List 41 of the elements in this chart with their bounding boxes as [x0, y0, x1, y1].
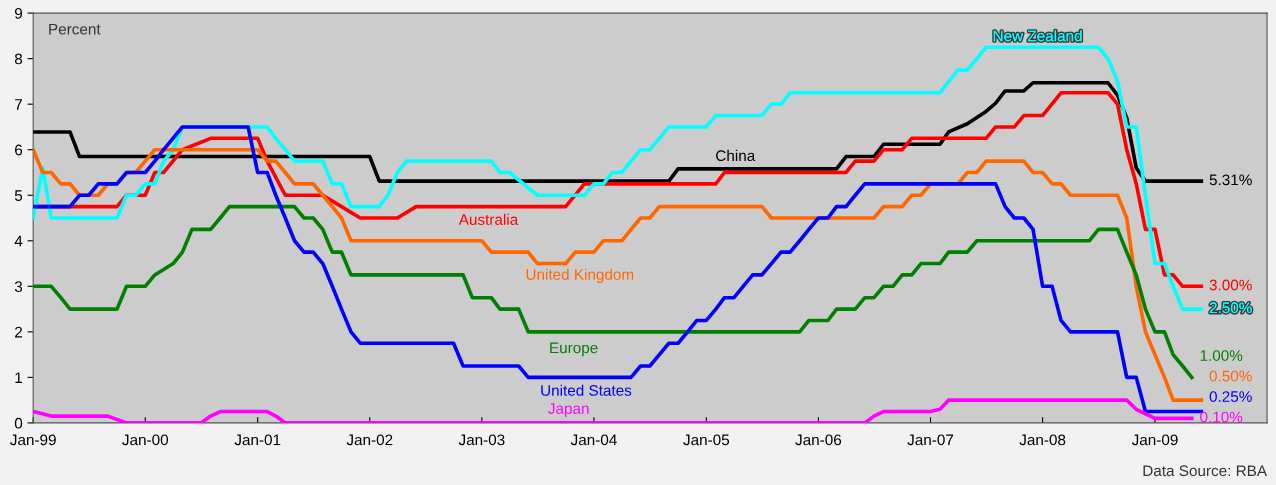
x-tick-label: Jan-08	[1019, 434, 1066, 446]
line-series	[33, 204, 1194, 380]
series-label: Australia	[458, 213, 519, 225]
y-tick-label: 7	[15, 99, 22, 110]
series-label: United States	[541, 384, 632, 396]
x-tick-label: Jan-01	[234, 434, 281, 446]
line-series	[33, 398, 1194, 423]
series-label: Japan	[548, 403, 589, 417]
data-label: 0.10%	[1200, 411, 1243, 423]
x-tick-label: Jan-05	[683, 434, 730, 446]
y-axis-title: Percent	[49, 23, 101, 35]
y-tick-label: 4	[14, 235, 23, 247]
data-label: 0.25%	[1209, 391, 1252, 402]
x-tick-label: Jan-06	[795, 434, 842, 446]
x-tick-label: Jan-99	[10, 434, 56, 446]
x-tick-label: Jan-04	[570, 434, 617, 446]
y-tick-label: 2	[15, 326, 22, 338]
y-tick-label: 9	[14, 7, 23, 19]
data-label: 1.00%	[1200, 350, 1243, 361]
line-series	[33, 80, 1204, 183]
x-tick-label: Jan-07	[907, 434, 954, 446]
y-tick-label: 1	[15, 372, 23, 383]
y-tick-label: 8	[14, 53, 23, 65]
x-tick-label: Jan-00	[122, 434, 169, 446]
x-tick-label: Jan-09	[1131, 434, 1178, 446]
x-tick-label: Jan-02	[346, 434, 393, 446]
series-label: New Zealand	[993, 30, 1082, 42]
line-series	[33, 45, 1204, 311]
y-tick-label: 5	[14, 190, 23, 201]
series-label: Europe	[550, 342, 598, 357]
y-tick-label: 6	[15, 144, 23, 156]
x-tick-label: Jan-03	[458, 434, 505, 446]
y-tick-label: 0	[14, 417, 23, 429]
data-label: 2.50%	[1209, 302, 1252, 314]
series-label: United Kingdom	[526, 268, 634, 283]
y-tick-label: 3	[14, 281, 23, 292]
source-note: Data Source: RBA	[1143, 465, 1268, 477]
series-label: China	[716, 149, 756, 162]
data-label: 0.50%	[1209, 370, 1252, 382]
data-label: 5.31%	[1209, 174, 1252, 186]
data-label: 3.00%	[1209, 279, 1252, 291]
